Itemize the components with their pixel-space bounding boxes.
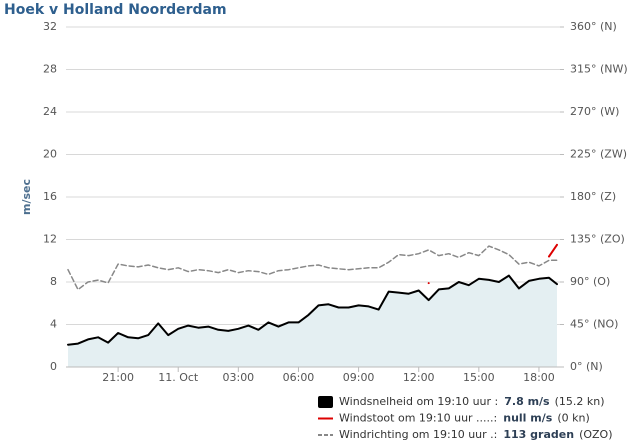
x-tick-label: 03:00 [222, 371, 254, 384]
y-tick-label: 28 [43, 63, 57, 76]
x-tick-label: 12:00 [403, 371, 435, 384]
y-tick-label: 12 [43, 233, 57, 246]
y-axis-title: m/sec [20, 179, 33, 215]
legend-swatch [318, 396, 333, 408]
chart-title: Hoek v Holland Noorderdam [4, 2, 227, 18]
legend-extra: (OZO) [579, 428, 612, 441]
legend-extra: (0 kn) [557, 412, 589, 425]
y2-tick-label: 270° (W) [570, 105, 619, 118]
legend-entry: Windsnelheid om 19:10 uur : 7.8 m/s (15.2 … [339, 395, 605, 408]
y-tick-label: 32 [43, 20, 57, 33]
series-line [67, 274, 558, 346]
y-tick-label: 24 [43, 105, 57, 118]
y2-tick-label: 225° (ZW) [570, 148, 627, 161]
y2-tick-label: 0° (N) [570, 360, 603, 373]
x-tick-label: 21:00 [102, 371, 134, 384]
x-tick-label: 11. Oct [158, 371, 199, 384]
x-tick-label: 15:00 [463, 371, 495, 384]
y2-tick-label: 180° (Z) [570, 190, 616, 203]
grid [66, 26, 560, 368]
y-tick-label: 16 [43, 190, 57, 203]
legend-extra: (15.2 kn) [555, 395, 605, 408]
legend-name: Windstoot om 19:10 uur .....: [339, 412, 497, 425]
legend-name: Windrichting om 19:10 uur .: [339, 428, 497, 441]
y-tick-label: 0 [50, 360, 57, 373]
y2-tick-label: 315° (NW) [570, 63, 628, 76]
y2-tick-label: 90° (O) [570, 275, 610, 288]
legend-entry: Windstoot om 19:10 uur .....: null m/s (0 … [339, 412, 590, 425]
y-tick-label: 8 [50, 275, 57, 288]
series-line [67, 245, 558, 291]
y-tick-label: 20 [43, 148, 57, 161]
x-tick-label: 18:00 [523, 371, 555, 384]
x-tick-label: 06:00 [283, 371, 315, 384]
y-tick-label: 4 [50, 318, 57, 331]
legend-value: null m/s [503, 412, 553, 425]
x-tick-label: 09:00 [343, 371, 375, 384]
legend-value: 113 graden [503, 428, 574, 441]
area [68, 275, 557, 367]
series-line [548, 243, 558, 258]
legend-value: 7.8 m/s [504, 395, 550, 408]
y2-tick-label: 45° (NO) [570, 318, 618, 331]
y2-tick-label: 135° (ZO) [570, 233, 625, 246]
y2-tick-label: 360° (N) [570, 20, 617, 33]
legend-entry: Windrichting om 19:10 uur .: 113 graden (O… [339, 428, 613, 441]
legend-name: Windsnelheid om 19:10 uur : [339, 395, 498, 408]
